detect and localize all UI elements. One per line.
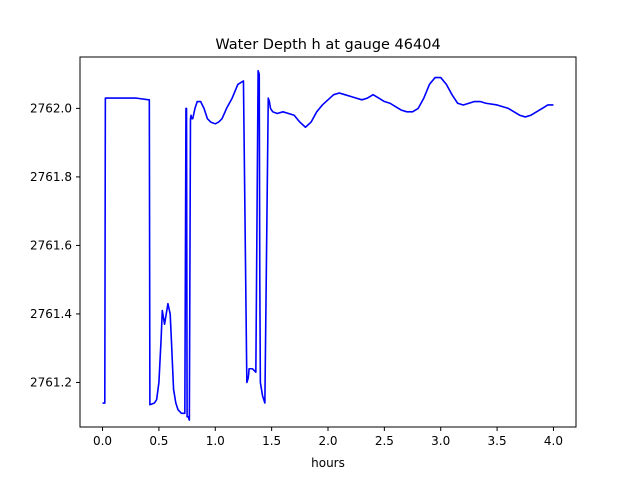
series-line-0 (102, 69, 554, 421)
x-tick-label: 2.5 (375, 434, 394, 448)
plot-frame (79, 56, 577, 428)
x-tick-label: 3.0 (431, 434, 450, 448)
x-tick-label: 1.0 (206, 434, 225, 448)
plot-area (102, 69, 554, 421)
x-tick-label: 0.0 (93, 434, 112, 448)
x-tick-label: 3.5 (488, 434, 507, 448)
y-axis: 2761.2 2761.4 2761.6 2761.8 2762.0 (30, 101, 80, 389)
y-tick-label: 2761.8 (30, 170, 72, 184)
x-tick-label: 2.0 (318, 434, 337, 448)
y-tick-label: 2761.6 (30, 238, 72, 252)
y-tick-label: 2761.2 (30, 375, 72, 389)
x-tick-label: 1.5 (262, 434, 281, 448)
y-tick-label: 2761.4 (30, 307, 72, 321)
x-tick-label: 0.5 (149, 434, 168, 448)
y-tick-label: 2762.0 (30, 101, 72, 115)
x-axis: 0.0 0.5 1.0 1.5 2.0 2.5 3.0 3.5 4.0 (93, 427, 563, 448)
chart-title: Water Depth h at gauge 46404 (215, 37, 440, 53)
x-axis-label: hours (311, 456, 345, 470)
x-tick-label: 4.0 (544, 434, 563, 448)
